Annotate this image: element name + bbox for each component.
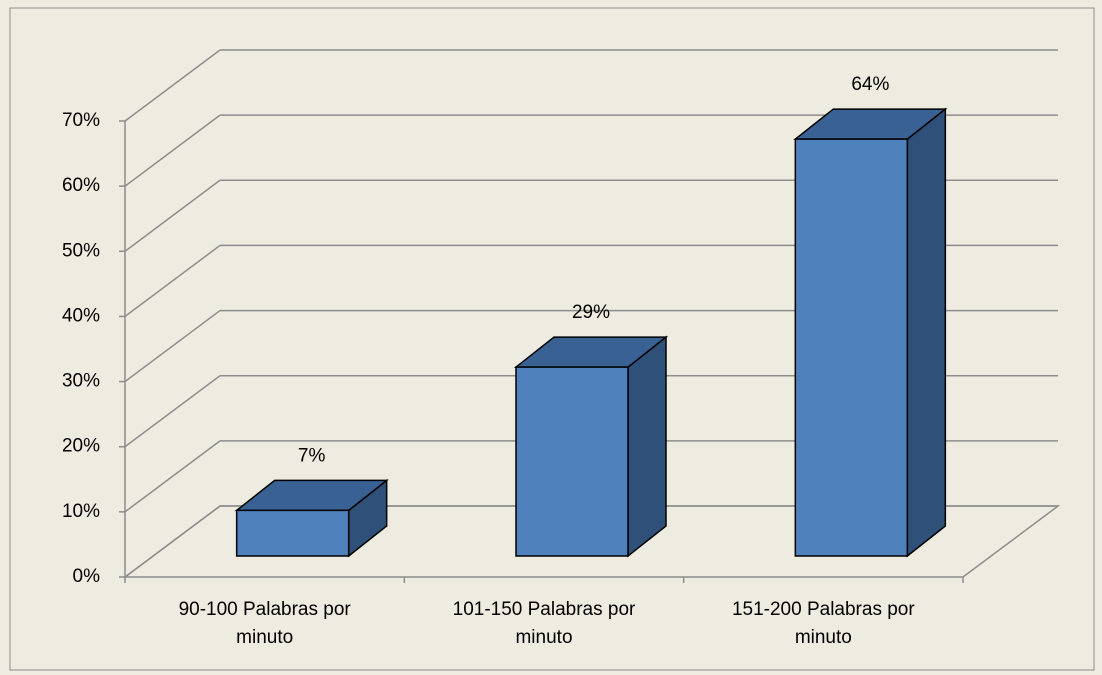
y-tick-label: 0%: [73, 566, 101, 587]
y-tick-label: 10%: [62, 501, 100, 522]
grid-line: [124, 114, 221, 187]
value-label: 64%: [851, 74, 889, 95]
grid-line: [124, 505, 221, 578]
bar: [234, 478, 389, 558]
grid-line: [124, 49, 221, 122]
x-tick-label: 90-100 Palabras por minuto: [178, 599, 351, 648]
bar-front: [235, 509, 350, 557]
y-tick-label: 30%: [62, 371, 100, 392]
x-tick-label: 151-200 Palabras por minuto: [731, 599, 915, 648]
grid-line: [124, 440, 221, 513]
value-label: 29%: [572, 302, 610, 323]
x-tick-label: 101-150 Palabras por minuto: [452, 599, 636, 648]
y-tick-label: 50%: [62, 240, 100, 261]
bar-front: [515, 366, 629, 557]
grid-line: [124, 244, 221, 318]
bar-side: [906, 107, 947, 558]
bar: [513, 335, 669, 558]
grid-line: [124, 375, 221, 448]
y-tick-label: 40%: [62, 305, 100, 326]
chart-border: [9, 7, 1095, 671]
bar-side: [627, 335, 667, 558]
bar: [793, 107, 948, 558]
bar-front: [794, 138, 909, 557]
y-tick-label: 20%: [62, 436, 100, 457]
value-label: 7%: [298, 445, 326, 466]
y-tick-label: 60%: [62, 175, 100, 196]
grid-line: [124, 179, 221, 252]
y-tick-label: 70%: [62, 110, 100, 131]
grid-line: [124, 309, 221, 383]
